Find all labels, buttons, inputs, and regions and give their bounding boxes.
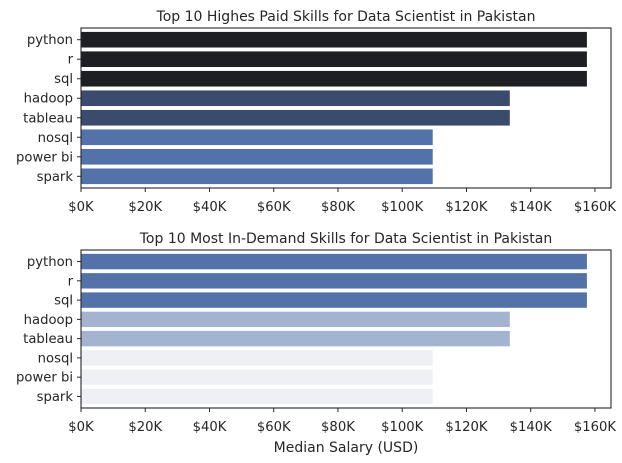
x-tick-label: $0K — [68, 420, 94, 435]
x-tick-label: $20K — [128, 200, 162, 215]
bar-sql — [81, 70, 587, 87]
y-tick-label: hadoop — [24, 92, 73, 107]
x-tick-label: $0K — [68, 200, 94, 215]
x-tick-label: $80K — [321, 420, 355, 435]
x-tick-label: $80K — [321, 200, 355, 215]
x-tick-label: $140K — [510, 420, 553, 435]
bar-power-bi — [81, 369, 433, 385]
y-tick-label: python — [27, 33, 73, 48]
chart-title: Top 10 Highes Paid Skills for Data Scien… — [156, 9, 536, 25]
x-tick-label: $60K — [257, 200, 291, 215]
bar-hadoop — [81, 90, 510, 107]
y-tick-label: sql — [54, 72, 73, 87]
bar-spark — [81, 388, 433, 405]
y-tick-label: nosql — [38, 351, 73, 366]
bar-nosql — [81, 350, 433, 366]
bar-tableau — [81, 109, 510, 126]
axes-frame — [80, 249, 612, 409]
y-tick-label: power bi — [16, 150, 73, 165]
x-tick-label: $160K — [574, 200, 617, 215]
x-tick-label: $100K — [381, 200, 424, 215]
x-tick-label: $160K — [574, 420, 617, 435]
bar-r — [81, 273, 587, 289]
x-tick-label: $60K — [257, 420, 291, 435]
x-axis-label: Median Salary (USD) — [274, 440, 419, 456]
x-tick-label: $40K — [193, 420, 227, 435]
chart-panel-2: python r sql hadoop tableau nosql power bi spar… — [16, 231, 616, 456]
bar-spark — [81, 168, 433, 185]
y-tick-label: nosql — [38, 131, 73, 146]
x-tick-label: $100K — [381, 420, 424, 435]
y-tick-label: tableau — [23, 332, 73, 347]
y-tick-label: r — [68, 53, 74, 68]
bar-python — [81, 31, 587, 48]
chart-title: Top 10 Most In-Demand Skills for Data Sc… — [139, 231, 553, 247]
bar-python — [81, 253, 587, 270]
y-tick-label: power bi — [16, 371, 73, 386]
x-tick-label: $120K — [445, 420, 488, 435]
y-tick-label: spark — [37, 390, 74, 405]
y-tick-label: sql — [54, 294, 73, 309]
y-tick-label: tableau — [23, 111, 73, 126]
bar-tableau — [81, 330, 510, 347]
x-tick-label: $120K — [445, 200, 488, 215]
bar-hadoop — [81, 311, 510, 328]
chart-panel-1: python r sql hadoop tableau nosql power bi spar… — [16, 9, 616, 215]
axes-frame — [80, 27, 612, 189]
bar-sql — [81, 292, 587, 308]
x-tick-label: $40K — [193, 200, 227, 215]
bar-r — [81, 51, 587, 68]
bar-nosql — [81, 129, 433, 146]
y-tick-label: spark — [37, 170, 74, 185]
bar-power-bi — [81, 148, 433, 165]
y-tick-label: hadoop — [24, 313, 73, 328]
x-tick-label: $140K — [510, 200, 553, 215]
x-tick-label: $20K — [128, 420, 162, 435]
y-tick-label: python — [27, 255, 73, 270]
y-tick-label: r — [68, 274, 74, 289]
